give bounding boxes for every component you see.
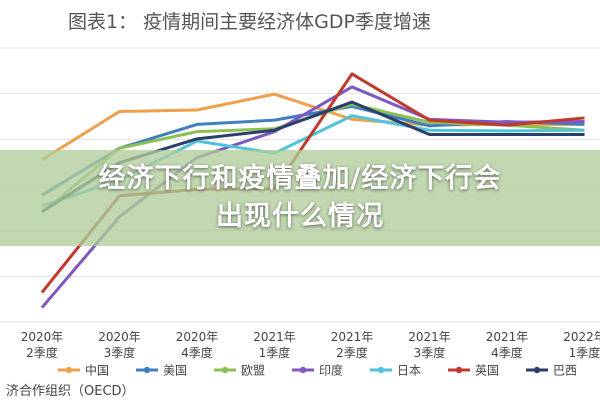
headline-text: 经济下行和疫情叠加/经济下行会 出现什么情况 — [0, 160, 600, 236]
headline-line-2: 出现什么情况 — [216, 201, 384, 232]
legend: 中国 美国 欧盟 印度 日本 英国 巴西 — [58, 363, 577, 378]
legend-marker — [533, 366, 541, 374]
x-tick-label: 2020年 4季度 — [176, 330, 219, 360]
x-tick-label: 2021年 4季度 — [486, 330, 529, 360]
x-tick-label: 2020年 2季度 — [21, 330, 64, 360]
headline-line-1: 经济下行和疫情叠加/经济下行会 — [98, 163, 502, 194]
x-tick-label: 2021年 1季度 — [253, 330, 296, 360]
legend-label: 巴西 — [553, 364, 577, 378]
legend-label: 印度 — [319, 363, 343, 378]
legend-label: 中国 — [85, 363, 109, 378]
legend-label: 欧盟 — [241, 364, 265, 378]
legend-item: 日本 — [370, 364, 421, 378]
legend-marker — [143, 366, 151, 374]
x-tick-label: 2020年 3季度 — [98, 330, 141, 360]
chart-title: 图表1： 疫情期间主要经济体GDP季度增速 — [68, 11, 431, 33]
legend-item: 巴西 — [526, 364, 577, 378]
legend-marker — [299, 366, 307, 374]
source-note: 济合作组织（OECD） — [6, 384, 135, 399]
legend-marker — [377, 366, 385, 374]
headline-banner — [0, 150, 600, 246]
legend-marker — [221, 366, 229, 374]
x-tick-label: 2021年 2季度 — [331, 330, 374, 360]
x-tick-label: 2022年 1季度 — [563, 330, 600, 360]
legend-label: 日本 — [397, 364, 421, 378]
legend-item: 印度 — [292, 363, 343, 378]
legend-item: 中国 — [58, 363, 109, 378]
legend-marker — [65, 366, 73, 374]
legend-item: 欧盟 — [214, 364, 265, 378]
legend-item: 美国 — [136, 364, 187, 378]
x-tick-label: 2021年 3季度 — [408, 330, 451, 360]
legend-label: 美国 — [163, 364, 187, 378]
x-tick-labels: 2020年 2季度 2020年 3季度 2020年 4季度 2021年 1季度 2021年 2季度… — [21, 330, 600, 360]
legend-marker — [455, 366, 463, 374]
legend-label: 英国 — [475, 364, 499, 378]
legend-item: 英国 — [448, 364, 499, 378]
